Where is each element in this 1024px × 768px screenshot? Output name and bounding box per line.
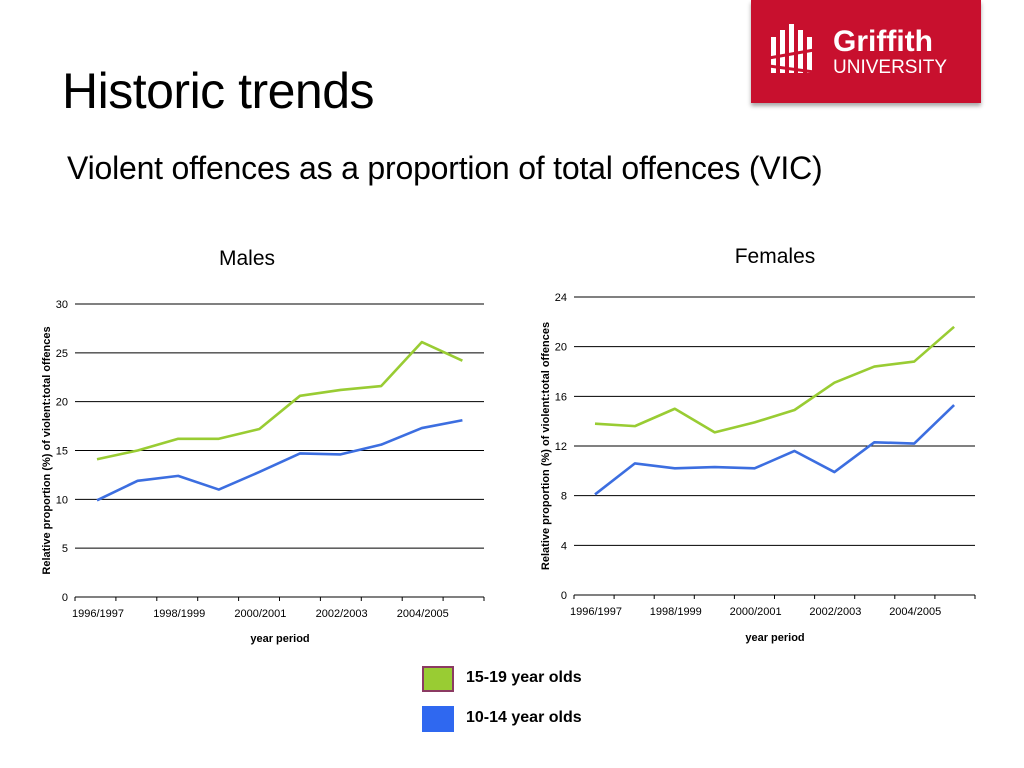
females-x-tick-label: 1998/1999	[650, 606, 702, 618]
females-y-tick-label: 0	[561, 590, 567, 602]
males-y-tick-label: 20	[56, 397, 68, 409]
males-y-tick-label: 0	[62, 592, 68, 604]
logo-sub: UNIVERSITY	[833, 57, 947, 78]
males-chart: 0 5 10 15 20 25 30 1996/1997 1998/1999 2000/2001 2…	[41, 299, 485, 645]
legend-swatch-15-19	[422, 666, 454, 692]
males-x-tick-label: 2002/2003	[316, 608, 368, 620]
page-subtitle: Violent offences as a proportion of tota…	[67, 150, 823, 186]
males-series-15-19-line	[96, 340, 463, 461]
legend-swatch-10-14	[422, 706, 454, 732]
females-x-axis-label: year period	[745, 632, 804, 644]
males-series-10-14-line	[96, 418, 463, 502]
males-x-axis-label: year period	[250, 633, 309, 645]
females-y-tick-label: 12	[555, 441, 567, 453]
females-y-tick-label: 4	[561, 540, 567, 552]
males-x-tick-label: 2004/2005	[397, 608, 449, 620]
females-x-tick-label: 2004/2005	[889, 606, 941, 618]
females-x-tick-label: 1996/1997	[570, 606, 622, 618]
page-title: Historic trends	[62, 63, 375, 119]
females-y-tick-label: 20	[555, 342, 567, 354]
males-y-tick-label: 15	[56, 446, 68, 458]
females-y-tick-label: 24	[555, 292, 567, 304]
females-y-tick-label: 8	[561, 491, 567, 503]
females-x-tick-label: 2002/2003	[809, 606, 861, 618]
males-x-tick-label: 2000/2001	[234, 608, 286, 620]
females-y-axis-label: Relative proportion (%) of violent:total…	[540, 322, 552, 570]
legend-label-10-14: 10-14 year olds	[466, 709, 582, 726]
males-x-tick-label: 1998/1999	[153, 608, 205, 620]
females-series-10-14-line	[594, 404, 956, 496]
females-x-tick-label: 2000/2001	[730, 606, 782, 618]
males-y-tick-label: 5	[62, 543, 68, 555]
females-series-15-19-line	[594, 325, 955, 434]
males-y-tick-label: 30	[56, 299, 68, 311]
males-x-tick-label: 1996/1997	[72, 608, 124, 620]
logo-name: Griffith	[833, 25, 933, 58]
legend-label-15-19: 15-19 year olds	[466, 669, 582, 686]
males-y-tick-label: 10	[56, 494, 68, 506]
males-chart-title: Males	[218, 247, 276, 270]
griffith-mark-icon: Griffith UNIVERSITY	[768, 24, 947, 78]
griffith-logo: Griffith UNIVERSITY	[751, 0, 981, 103]
males-y-tick-label: 25	[56, 348, 68, 360]
females-chart-title: Females	[734, 245, 816, 268]
females-y-tick-label: 16	[555, 391, 567, 403]
males-y-axis-label: Relative proportion (%) of violent:total…	[41, 326, 53, 574]
females-chart: 0 4 8 12 16 20 24 1996/1997 1998/1999 2000/2001 20…	[540, 292, 976, 644]
